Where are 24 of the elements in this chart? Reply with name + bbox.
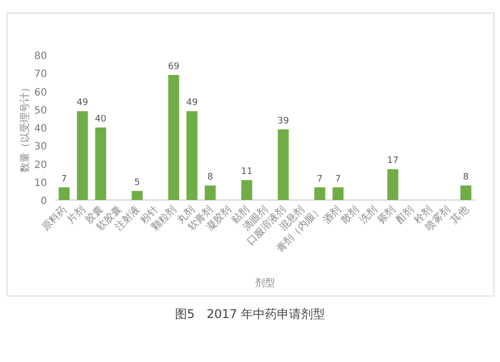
x-axis-title: 剂型 bbox=[255, 277, 275, 289]
y-axis-title: 数量（以受理号计） bbox=[19, 82, 31, 172]
data-label: 8 bbox=[207, 172, 214, 182]
data-label: 49 bbox=[186, 98, 198, 108]
y-tick-label: 50 bbox=[34, 105, 47, 116]
y-tick-label: 40 bbox=[34, 124, 47, 134]
data-label: 11 bbox=[241, 167, 252, 178]
y-tick-label: 60 bbox=[34, 87, 47, 98]
data-label: 17 bbox=[387, 156, 399, 166]
data-label: 8 bbox=[463, 172, 469, 182]
y-tick-label: 10 bbox=[34, 178, 47, 189]
data-label: 7 bbox=[61, 174, 67, 184]
y-tick-label: 20 bbox=[34, 160, 47, 171]
y-tick-label: 70 bbox=[34, 69, 47, 80]
data-label: 7 bbox=[316, 174, 323, 184]
data-label: 69 bbox=[168, 62, 180, 72]
data-label: 49 bbox=[76, 98, 88, 108]
data-label: 39 bbox=[278, 116, 290, 126]
y-tick-label: 30 bbox=[34, 142, 47, 153]
caption: 图5 2017 年中药申请剂型 bbox=[175, 307, 325, 321]
y-tick-label: 80 bbox=[34, 51, 47, 62]
data-label: 40 bbox=[94, 114, 107, 124]
data-label: 7 bbox=[335, 174, 341, 184]
data-label: 5 bbox=[134, 178, 140, 188]
